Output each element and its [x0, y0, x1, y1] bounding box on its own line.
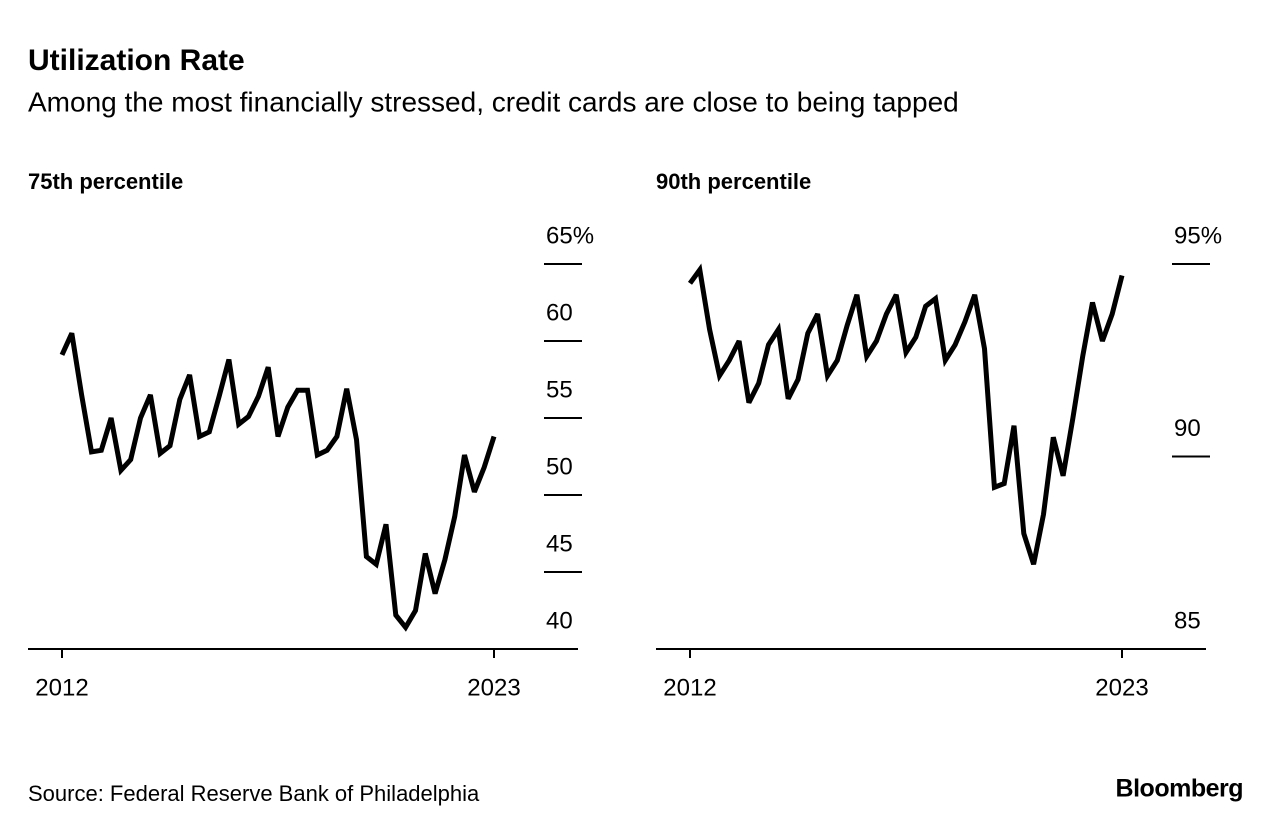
y-tick-label: 95% [1174, 222, 1222, 249]
data-line [687, 263, 1125, 566]
x-tick-label: 2023 [467, 674, 520, 701]
x-tick-label: 2012 [35, 674, 88, 701]
y-tick-label: 90 [1174, 415, 1201, 442]
y-tick-label: 85 [1174, 607, 1201, 634]
y-tick-label: 60 [546, 299, 573, 326]
y-tick-label: 45 [546, 530, 573, 557]
panel-title: 75th percentile [28, 169, 183, 194]
source: Source: Federal Reserve Bank of Philadel… [28, 781, 480, 806]
panel-title: 90th percentile [656, 169, 811, 194]
y-tick-label: 65% [546, 222, 594, 249]
brand: Bloomberg [1116, 775, 1243, 803]
x-tick-label: 2023 [1095, 674, 1148, 701]
chart-title: Utilization Rate [28, 44, 245, 77]
x-tick-label: 2012 [663, 674, 716, 701]
data-line [59, 332, 497, 632]
y-tick-label: 55 [546, 376, 573, 403]
y-tick-label: 40 [546, 607, 573, 634]
y-tick-label: 50 [546, 453, 573, 480]
chart-subtitle: Among the most financially stressed, cre… [28, 86, 959, 117]
